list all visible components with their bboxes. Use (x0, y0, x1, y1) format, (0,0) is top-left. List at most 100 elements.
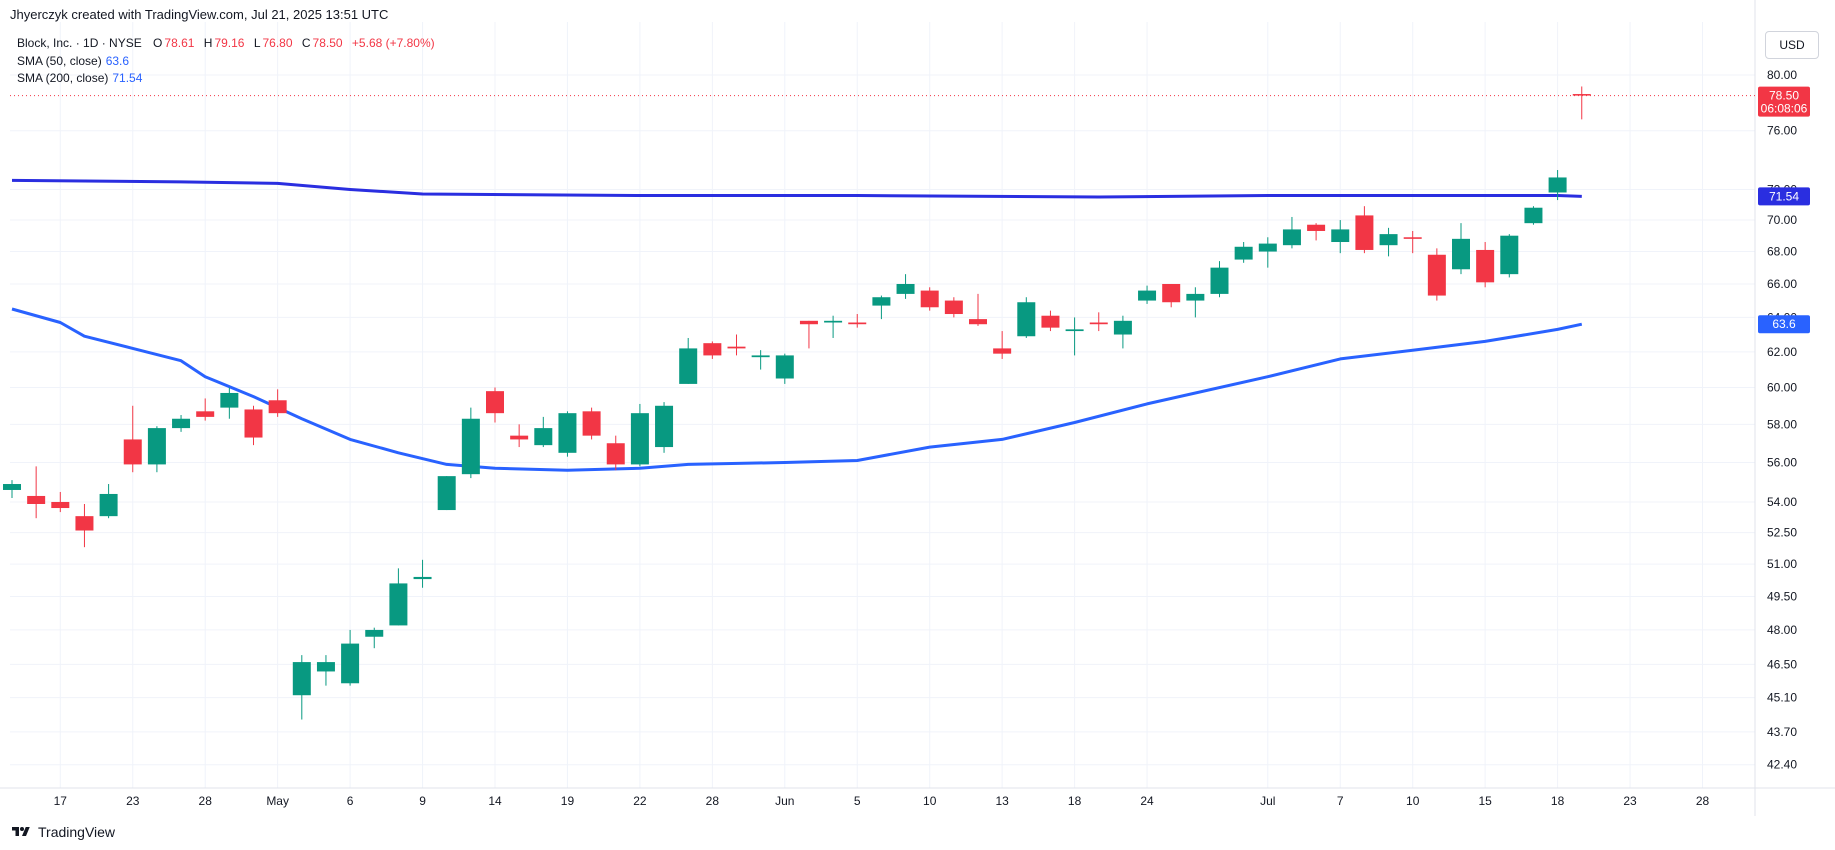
change-value: +5.68 (+7.80%) (351, 36, 435, 50)
y-tick-label: 58.00 (1767, 417, 1797, 431)
sma50-label: SMA (50, close) (17, 53, 102, 68)
sma200-legend-row[interactable]: SMA (200, close) 71.54 (17, 70, 441, 88)
y-tick-label: 43.70 (1767, 725, 1797, 739)
candle-body (1572, 94, 1591, 96)
candle-body (27, 495, 46, 504)
candle-body (220, 392, 239, 408)
open-label: O (153, 36, 163, 50)
y-tick-label: 49.50 (1767, 590, 1797, 604)
candle-body (1403, 237, 1422, 239)
candle (848, 314, 867, 328)
x-tick-label: 14 (488, 794, 502, 808)
sma50-value: 63.6 (105, 53, 130, 68)
candle (1089, 312, 1108, 332)
candle-body (1017, 302, 1036, 337)
candle-body (534, 428, 553, 446)
sma50-legend-row[interactable]: SMA (50, close) 63.6 (17, 53, 441, 71)
candle-body (1234, 246, 1253, 260)
candle (824, 315, 843, 338)
candle-body (848, 322, 867, 325)
candle-body (1162, 283, 1181, 303)
x-tick-label: 7 (1337, 794, 1344, 808)
candle-body (824, 320, 843, 323)
candle (413, 559, 432, 588)
open-value: 78.61 (164, 36, 195, 50)
candle (969, 293, 987, 326)
candle-body (3, 484, 21, 490)
candle-body (196, 411, 215, 417)
candle (3, 480, 21, 498)
candle (920, 287, 939, 311)
low-value: 76.80 (262, 36, 293, 50)
candle-body (1524, 207, 1543, 224)
price-axis-label-bg (1758, 187, 1810, 206)
y-tick-label: 68.00 (1767, 245, 1797, 259)
x-tick-label: 5 (854, 794, 861, 808)
candle (123, 405, 142, 473)
high-label: H (203, 36, 213, 50)
candle (1452, 223, 1470, 275)
candle-body (944, 300, 963, 315)
candle-body (1476, 249, 1495, 283)
candle-body (244, 409, 263, 438)
x-tick-label: Jun (775, 794, 794, 808)
candle (27, 466, 46, 519)
candle-body (123, 439, 142, 465)
candle-body (703, 343, 722, 356)
candle-body (1138, 290, 1157, 301)
x-tick-label: 24 (1140, 794, 1154, 808)
y-tick-label: 56.00 (1767, 455, 1797, 469)
candle-body (655, 405, 674, 448)
candle (1500, 234, 1519, 278)
symbol-label: Block, Inc. · 1D · NYSE (17, 36, 142, 50)
candle-body (437, 476, 456, 511)
candle-body (1089, 322, 1108, 325)
candle-body (147, 428, 166, 465)
candle (1524, 206, 1543, 225)
candle-body (1548, 177, 1567, 193)
candle (1186, 287, 1205, 318)
candle (944, 297, 963, 318)
candle (993, 331, 1012, 359)
candle (1282, 216, 1301, 249)
candle (486, 387, 504, 423)
candle (1210, 261, 1229, 298)
candle (316, 655, 335, 686)
candle (872, 295, 891, 320)
candle (1476, 242, 1495, 288)
price-axis-label-bg (1758, 86, 1810, 117)
candle-body (896, 283, 915, 294)
x-tick-label: 17 (54, 794, 68, 808)
candle (1138, 285, 1157, 304)
candle-body (510, 435, 529, 440)
low-label: L (253, 36, 261, 50)
candle (534, 416, 553, 448)
price-axis-label-text: 71.54 (1769, 189, 1799, 203)
candle-body (920, 290, 939, 308)
candle (268, 389, 287, 417)
y-tick-label: 80.00 (1767, 68, 1797, 82)
candle-body (268, 400, 287, 414)
x-tick-label: 28 (199, 794, 213, 808)
candle-body (413, 576, 432, 580)
candle (582, 407, 601, 440)
candles (3, 86, 1591, 720)
y-tick-label: 51.00 (1767, 557, 1797, 571)
candle-body (316, 662, 335, 672)
x-tick-label: 18 (1551, 794, 1565, 808)
candle-body (172, 418, 191, 429)
currency-button[interactable]: USD (1765, 31, 1819, 59)
candle-body (486, 391, 504, 414)
y-tick-label: 66.00 (1767, 277, 1797, 291)
candle-body (1113, 320, 1132, 335)
candle-body (461, 418, 480, 475)
close-value: 78.50 (312, 36, 343, 50)
candle-body (1500, 235, 1519, 275)
candle (1548, 170, 1567, 201)
tradingview-logo-icon (12, 827, 30, 836)
candle (437, 476, 456, 511)
candle-body (1210, 267, 1229, 294)
